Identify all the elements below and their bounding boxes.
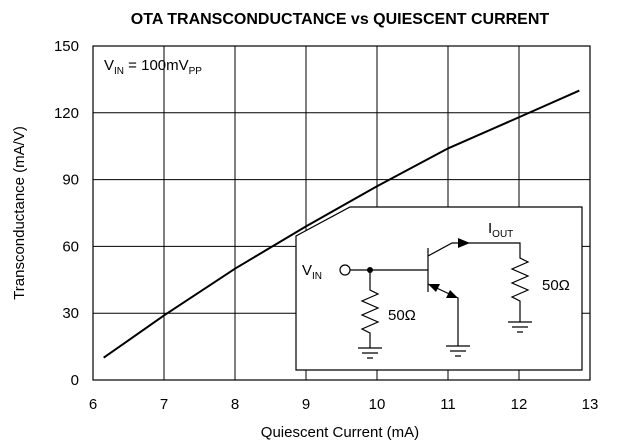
y-tick-label: 90: [62, 172, 79, 189]
chart-title: OTA TRANSCONDUCTANCE vs QUIESCENT CURREN…: [131, 11, 550, 28]
series: [103, 89, 580, 359]
x-axis-label: Quiescent Current (mA): [261, 424, 419, 441]
annotation-text: V: [104, 57, 114, 74]
y-tick-label: 30: [62, 305, 79, 322]
collector-wiring: [350, 242, 532, 333]
x-tick-label: 9: [302, 396, 310, 413]
label-sub: OUT: [492, 229, 513, 240]
annotation-sub: IN: [114, 66, 124, 77]
x-tick-label: 7: [160, 396, 168, 413]
arrow: [428, 284, 440, 292]
label-text: I: [488, 220, 492, 237]
arrow: [458, 238, 470, 248]
x-tick-label: 10: [369, 396, 386, 413]
plot-frame: [92, 45, 591, 381]
label-sub: IN: [312, 271, 322, 282]
inset-circuit: VIN IOUT 50Ω 50Ω: [295, 206, 583, 371]
output-label: IOUT: [488, 220, 513, 240]
y-tick-label: 60: [62, 238, 79, 255]
x-tick-label: 12: [511, 396, 528, 413]
x-tick-label: 8: [231, 396, 239, 413]
resistor-label: 50Ω: [542, 277, 570, 294]
input-resistor: [358, 270, 382, 359]
annotation-text: = 100mV: [124, 57, 189, 74]
input-label: VIN: [302, 262, 322, 282]
label-text: V: [302, 262, 312, 279]
line: [103, 89, 580, 359]
y-tick-label: 0: [71, 372, 79, 389]
x-tick-label: 11: [440, 396, 456, 413]
resistor-label: 50Ω: [388, 307, 416, 324]
x-tick-label: 13: [582, 396, 599, 413]
x-tick-label: 6: [89, 396, 97, 413]
y-tick-label: 120: [54, 105, 79, 122]
y-axis-label: Transconductance (mA/V): [11, 126, 28, 300]
annotation: VIN = 100mVPP: [104, 57, 202, 77]
arrow: [446, 290, 458, 298]
y-tick-label: 150: [54, 38, 79, 55]
annotation-sub: PP: [189, 66, 203, 77]
